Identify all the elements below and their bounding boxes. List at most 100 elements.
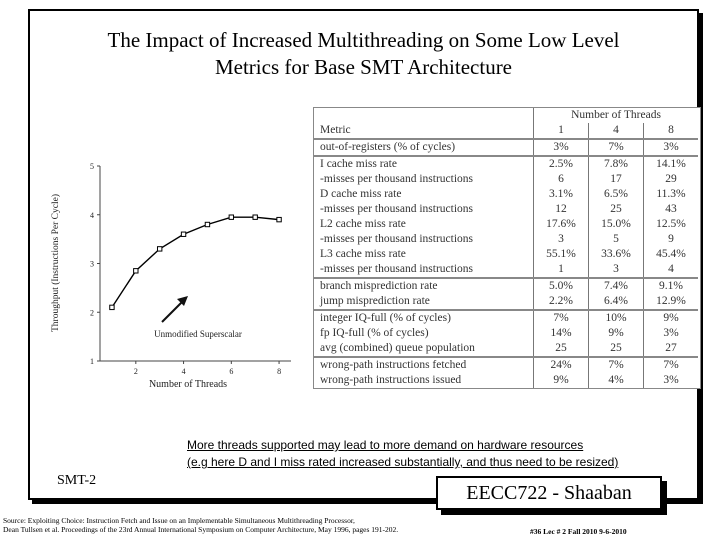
threads-header-4: 4 <box>588 123 644 139</box>
value-cell: 15.0% <box>588 217 644 232</box>
value-cell: 12 <box>533 202 589 217</box>
table-row: integer IQ-full (% of cycles) 7% 10% 9% <box>314 309 698 326</box>
data-point <box>180 231 187 237</box>
data-point <box>228 214 235 220</box>
table-row: -misses per thousand instructions 3 5 9 <box>314 232 698 247</box>
value-cell: 9% <box>588 326 644 341</box>
data-point <box>109 304 115 311</box>
value-cell: 24% <box>533 356 589 373</box>
value-cell: 7% <box>588 138 644 156</box>
annotation-arrow <box>161 296 188 323</box>
x-axis-label: Number of Threads <box>149 379 227 390</box>
value-cell: 2.2% <box>533 294 589 310</box>
metric-cell: D cache miss rate <box>320 188 402 200</box>
y-tick-label: 5 <box>90 162 94 171</box>
data-point <box>276 216 282 223</box>
y-tick-label: 1 <box>90 357 94 366</box>
value-cell: 7% <box>643 356 698 373</box>
metric-header: Metric <box>320 124 351 136</box>
table-row: L3 cache miss rate 55.1% 33.6% 45.4% <box>314 247 698 262</box>
value-cell: 2.5% <box>533 155 589 172</box>
value-cell: 17.6% <box>533 217 589 232</box>
value-cell: 14% <box>533 326 589 341</box>
metric-cell: L3 cache miss rate <box>320 248 406 260</box>
x-tick-label: 2 <box>134 367 138 376</box>
course-box: EECC722 - Shaaban <box>436 476 662 510</box>
value-cell: 4 <box>643 262 698 278</box>
table-row: -misses per thousand instructions 12 25 43 <box>314 202 698 217</box>
metric-cell: L2 cache miss rate <box>320 218 406 230</box>
x-tick-label: 8 <box>277 367 281 376</box>
data-point <box>204 221 211 228</box>
title-line-1: The Impact of Increased Multithreading o… <box>107 28 620 52</box>
threads-header-1: 1 <box>533 123 589 139</box>
table-row: -misses per thousand instructions 6 17 29 <box>314 172 698 187</box>
metric-cell: I cache miss rate <box>314 155 534 172</box>
table-row: jump misprediction rate 2.2% 6.4% 12.9% <box>314 294 698 310</box>
y-tick-label: 3 <box>90 260 94 269</box>
source-line-2: Dean Tullsen et al. Proceedings of the 2… <box>3 525 399 534</box>
value-cell: 6.5% <box>588 187 644 202</box>
slide-footer: #36 Lec # 2 Fall 2010 9-6-2010 <box>530 527 627 536</box>
metric-cell: wrong-path instructions issued <box>320 374 462 386</box>
value-cell: 9.1% <box>643 277 698 294</box>
table-row: branch misprediction rate 5.0% 7.4% 9.1% <box>314 277 698 294</box>
value-cell: 3 <box>588 262 644 278</box>
metric-cell: avg (combined) queue population <box>320 342 475 354</box>
table-row: I cache miss rate 2.5% 7.8% 14.1% <box>314 155 698 172</box>
slide-label: SMT-2 <box>57 473 97 488</box>
metric-cell: out-of-registers (% of cycles) <box>314 138 534 156</box>
value-cell: 3% <box>533 138 589 156</box>
resource-note: More threads supported may lead to more … <box>187 437 618 471</box>
table-row: wrong-path instructions issued 9% 4% 3% <box>314 373 698 388</box>
data-point <box>156 246 163 252</box>
value-cell: 29 <box>643 172 698 187</box>
metric-cell: -misses per thousand instructions <box>320 173 473 185</box>
value-cell: 1 <box>533 262 589 278</box>
threads-group-header: Number of Threads <box>533 108 698 123</box>
y-axis-label: Throughput (Instructions Per Cycle) <box>50 194 61 332</box>
chart-ticks: 1 2 3 4 5 2 4 6 8 <box>90 162 281 376</box>
value-cell: 9 <box>643 232 698 247</box>
data-point <box>133 268 139 274</box>
value-cell: 7.8% <box>588 155 644 172</box>
value-cell: 7% <box>533 309 589 326</box>
table-row: L2 cache miss rate 17.6% 15.0% 12.5% <box>314 217 698 232</box>
value-cell: 25 <box>533 341 589 357</box>
value-cell: 25 <box>588 341 644 357</box>
value-cell: 25 <box>588 202 644 217</box>
value-cell: 17 <box>588 172 644 187</box>
table-corner <box>314 108 534 123</box>
value-cell: 43 <box>643 202 698 217</box>
metrics-table: Number of Threads Metric 1 4 8 out-of-re… <box>313 107 701 389</box>
table-row: wrong-path instructions fetched 24% 7% 7% <box>314 356 698 373</box>
note-line-1: More threads supported may lead to more … <box>187 438 584 452</box>
value-cell: 9% <box>643 309 698 326</box>
value-cell: 3% <box>643 138 698 156</box>
value-cell: 3 <box>533 232 589 247</box>
value-cell: 4% <box>588 373 644 388</box>
x-tick-label: 4 <box>182 367 186 376</box>
threads-header-8: 8 <box>643 123 698 139</box>
x-tick-label: 6 <box>229 367 233 376</box>
y-tick-label: 2 <box>90 308 94 317</box>
y-tick-label: 4 <box>90 211 94 220</box>
value-cell: 5.0% <box>533 277 589 294</box>
value-cell: 6 <box>533 172 589 187</box>
table-row: out-of-registers (% of cycles) 3% 7% 3% <box>314 138 698 156</box>
value-cell: 33.6% <box>588 247 644 262</box>
table-row: D cache miss rate 3.1% 6.5% 11.3% <box>314 187 698 202</box>
title-line-2: Metrics for Base SMT Architecture <box>214 55 513 79</box>
series-line <box>111 216 280 308</box>
value-cell: 45.4% <box>643 247 698 262</box>
value-cell: 7.4% <box>588 277 644 294</box>
value-cell: 3.1% <box>533 187 589 202</box>
value-cell: 12.5% <box>643 217 698 232</box>
source-line-1: Source: Exploiting Choice: Instruction F… <box>3 516 355 525</box>
metric-cell: fp IQ-full (% of cycles) <box>320 327 429 339</box>
value-cell: 14.1% <box>643 155 698 172</box>
table-body: out-of-registers (% of cycles) 3% 7% 3% I ca… <box>314 138 698 388</box>
value-cell: 11.3% <box>643 187 698 202</box>
value-cell: 5 <box>588 232 644 247</box>
value-cell: 7% <box>588 356 644 373</box>
